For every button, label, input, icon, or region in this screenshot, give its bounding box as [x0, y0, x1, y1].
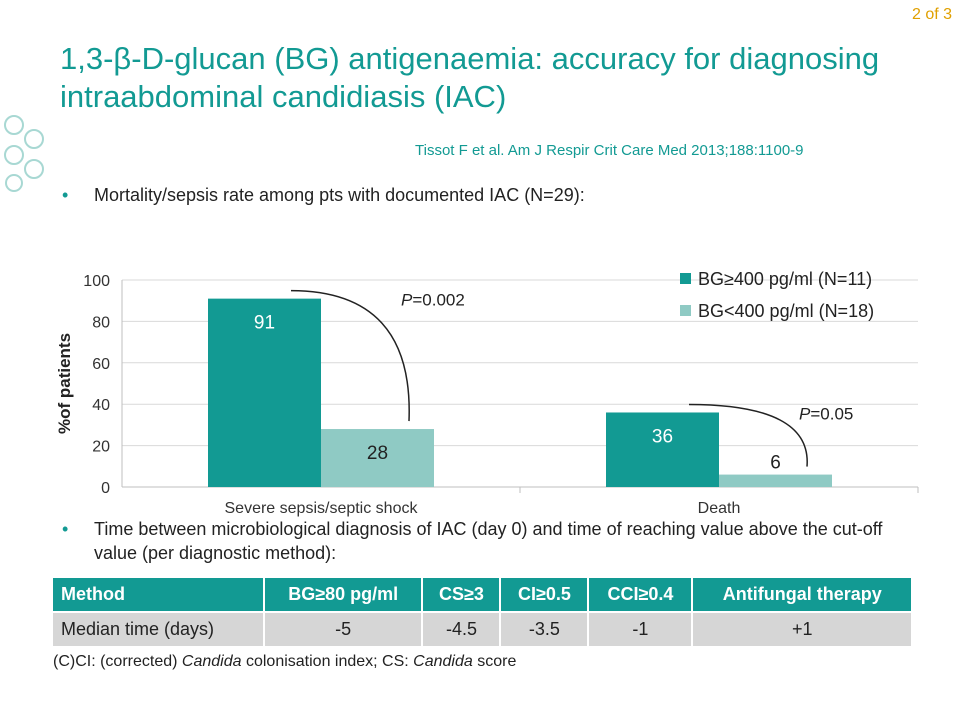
- data-label: 91: [254, 313, 275, 334]
- decorative-molecule-icon: [4, 115, 44, 192]
- data-label: 28: [367, 443, 388, 464]
- bullet-text: Mortality/sepsis rate among pts with doc…: [94, 185, 585, 205]
- bullet-text: Time between microbiological diagnosis o…: [94, 519, 883, 563]
- p-value-prefix: P: [799, 404, 811, 423]
- data-label: 36: [652, 426, 673, 447]
- table-header-row: Method BG≥80 pg/ml CS≥3 CI≥0.5 CCI≥0.4 A…: [53, 578, 913, 612]
- data-label: 6: [770, 453, 781, 474]
- chart-bars: [208, 298, 832, 487]
- y-tick-label: 100: [83, 273, 110, 290]
- bar: [606, 412, 719, 487]
- footnote-text: (C)CI: (corrected): [53, 653, 182, 670]
- bar-chart: 0 20 40 60 80 100 %of patients Severe sepsis/se…: [55, 269, 919, 517]
- chart-legend: BG≥400 pg/ml (N=11) BG<400 pg/ml (N=18): [680, 269, 874, 321]
- table-cell: -1: [588, 611, 694, 646]
- footnote-text: score: [472, 653, 517, 670]
- legend-swatch: [680, 305, 691, 316]
- table-cell: Median time (days): [53, 611, 265, 646]
- citation: Tissot F et al. Am J Respir Crit Care Me…: [415, 142, 804, 159]
- p-value-arc: [688, 403, 808, 467]
- p-value-label: P=0.05: [799, 404, 853, 423]
- bullet-mortality: • Mortality/sepsis rate among pts with d…: [62, 183, 922, 207]
- bar: [208, 298, 321, 487]
- legend-label: BG<400 pg/ml (N=18): [698, 301, 874, 321]
- footnote-italic: Candida: [181, 653, 242, 670]
- bullet-time-to-cutoff: • Time between microbiological diagnosis…: [62, 517, 922, 565]
- y-axis-label: %of patients: [55, 333, 74, 434]
- bullet-dot: •: [62, 185, 69, 205]
- legend-label: BG≥400 pg/ml (N=11): [698, 269, 872, 289]
- y-tick-label: 40: [92, 397, 110, 414]
- bar: [321, 429, 434, 487]
- table-header: CS≥3: [422, 578, 502, 612]
- slide-title: 1,3-β-D-glucan (BG) antigenaemia: accura…: [60, 41, 880, 114]
- footnote-italic: Candida: [413, 653, 473, 670]
- table-cell: +1: [692, 611, 913, 646]
- y-tick-label: 20: [92, 439, 110, 456]
- x-tick-label: Severe sepsis/septic shock: [225, 500, 419, 517]
- table-header: CI≥0.5: [500, 578, 590, 612]
- footnote-text: colonisation index; CS:: [241, 653, 414, 670]
- y-tick-label: 80: [92, 314, 110, 331]
- page-number: 2 of 3: [911, 6, 952, 23]
- p-value-text: =0.002: [412, 291, 464, 310]
- table-cell: -4.5: [422, 611, 502, 646]
- table-header: Antifungal therapy: [692, 578, 913, 612]
- p-value-prefix: P: [401, 291, 413, 310]
- table-cell: -3.5: [500, 611, 590, 646]
- table-header: BG≥80 pg/ml: [263, 578, 424, 612]
- legend-swatch: [680, 273, 691, 284]
- y-tick-label: 0: [101, 480, 110, 497]
- table-row: Median time (days) -5 -4.5 -3.5 -1 +1: [53, 611, 913, 646]
- chart-labels: 0 20 40 60 80 100 %of patients Severe sepsis/se…: [55, 273, 781, 517]
- p-value-label: P=0.002: [401, 291, 465, 310]
- p-value-arc: [290, 289, 410, 422]
- bar: [719, 474, 832, 487]
- footnote: (C)CI: (corrected) Candida colonisation …: [53, 653, 516, 671]
- table-cell: -5: [263, 611, 424, 646]
- table-header: Method: [53, 578, 265, 612]
- median-time-table: Method BG≥80 pg/ml CS≥3 CI≥0.5 CCI≥0.4 A…: [53, 578, 913, 646]
- y-tick-label: 60: [92, 356, 110, 373]
- x-tick-label: Death: [698, 500, 741, 517]
- table-header: CCI≥0.4: [588, 578, 694, 612]
- bullet-dot: •: [62, 519, 69, 539]
- p-value-text: =0.05: [810, 404, 853, 423]
